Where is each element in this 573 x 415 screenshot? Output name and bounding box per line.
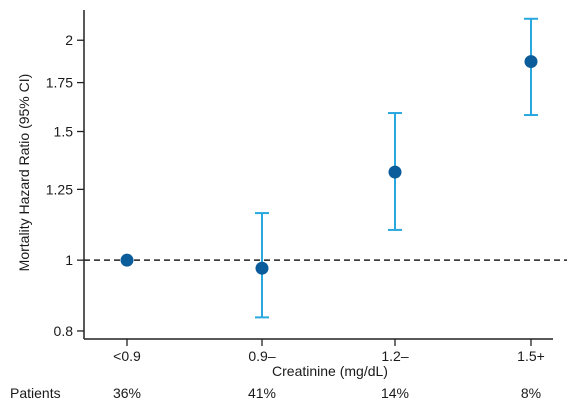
patients-value: 8%	[521, 385, 541, 401]
y-tick-label: 2	[65, 32, 73, 48]
patients-label: Patients	[10, 385, 61, 401]
y-tick-label: 1.25	[46, 181, 73, 197]
data-point	[524, 55, 538, 69]
y-tick-label: 1.75	[46, 75, 73, 91]
y-axis-title: Mortality Hazard Ratio (95% CI)	[16, 74, 32, 272]
x-axis-title: Creatinine (mg/dL)	[272, 363, 388, 379]
labels: 0.8 1 1.25 1.5 1.75 2 <0.9 0.9– 1.2– 1.5+ Creatini…	[10, 32, 545, 401]
data-point	[120, 253, 134, 267]
y-tick-label: 1	[65, 252, 73, 268]
y-tick-label: 0.8	[54, 323, 74, 339]
patients-value: 14%	[381, 385, 409, 401]
patients-value: 41%	[248, 385, 276, 401]
data-point	[255, 261, 269, 275]
y-tick-label: 1.5	[54, 124, 74, 140]
x-tick-label: <0.9	[113, 348, 141, 364]
x-tick-label: 0.9–	[248, 348, 275, 364]
x-tick-label: 1.5+	[517, 348, 545, 364]
data-point	[388, 165, 402, 179]
axes	[77, 10, 553, 346]
patients-value: 36%	[113, 385, 141, 401]
x-tick-label: 1.2–	[381, 348, 408, 364]
data-points	[120, 55, 538, 275]
